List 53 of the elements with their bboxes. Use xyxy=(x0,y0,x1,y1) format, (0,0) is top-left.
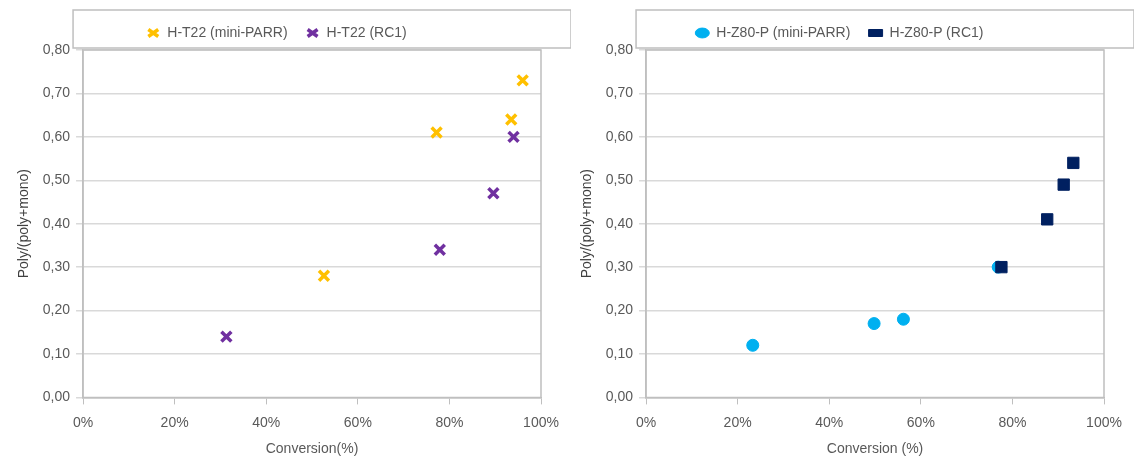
y-tick-label: 0,50 xyxy=(42,171,71,188)
y-tick-label: 0,70 xyxy=(605,84,634,101)
x-tick-label: 40% xyxy=(252,413,281,430)
x-tick-label: 20% xyxy=(723,413,752,430)
y-axis-title: Poly/(poly+mono) xyxy=(578,169,595,279)
point xyxy=(317,269,331,283)
point xyxy=(746,338,760,352)
x-tick-label: 20% xyxy=(160,413,189,430)
y-tick-label: 0,20 xyxy=(42,301,71,318)
x-tick-label: 40% xyxy=(815,413,844,430)
legend-label: H-Z80-P (mini-PARR) xyxy=(716,23,851,40)
y-tick-label: 0,50 xyxy=(605,171,634,188)
y-tick-label: 0,30 xyxy=(605,257,634,274)
legend-label: H-Z80-P (RC1) xyxy=(889,23,984,40)
y-tick-label: 0,60 xyxy=(605,127,634,144)
y-axis-title: Poly/(poly+mono) xyxy=(15,169,32,279)
point xyxy=(1041,213,1054,226)
y-tick-label: 0,00 xyxy=(605,388,634,405)
legend-label: H-T22 (RC1) xyxy=(326,23,407,40)
y-tick-label: 0,80 xyxy=(605,40,634,57)
x-tick-label: 0% xyxy=(72,413,94,430)
x-tick-label: 80% xyxy=(435,413,464,430)
y-tick-label: 0,20 xyxy=(605,301,634,318)
x-axis-title: Conversion (%) xyxy=(826,440,924,457)
y-tick-label: 0,70 xyxy=(42,84,71,101)
point xyxy=(486,186,501,200)
y-tick-label: 0,00 xyxy=(42,388,71,405)
point xyxy=(515,73,530,88)
point xyxy=(1057,178,1070,191)
point xyxy=(896,312,910,326)
y-tick-label: 0,10 xyxy=(42,344,71,361)
point xyxy=(433,243,447,257)
y-tick-label: 0,40 xyxy=(605,214,634,231)
x-tick-label: 0% xyxy=(635,413,657,430)
point xyxy=(1067,156,1080,170)
point xyxy=(429,125,444,140)
point xyxy=(867,317,881,331)
x-tick-label: 60% xyxy=(343,413,372,430)
y-tick-label: 0,10 xyxy=(605,344,634,361)
x-tick-label: 60% xyxy=(906,413,935,430)
point xyxy=(995,260,1008,274)
x-axis-title: Conversion(%) xyxy=(265,440,359,457)
legend-label: H-T22 (mini-PARR) xyxy=(167,23,288,40)
y-tick-label: 0,60 xyxy=(42,127,71,144)
point xyxy=(219,329,234,344)
x-tick-label: 100% xyxy=(523,413,559,430)
y-tick-label: 0,80 xyxy=(42,40,71,57)
point xyxy=(504,112,518,127)
y-tick-label: 0,30 xyxy=(42,257,71,274)
y-tick-label: 0,40 xyxy=(42,214,71,231)
x-tick-label: 80% xyxy=(998,413,1027,430)
x-tick-label: 100% xyxy=(1086,413,1122,430)
point xyxy=(506,130,521,144)
